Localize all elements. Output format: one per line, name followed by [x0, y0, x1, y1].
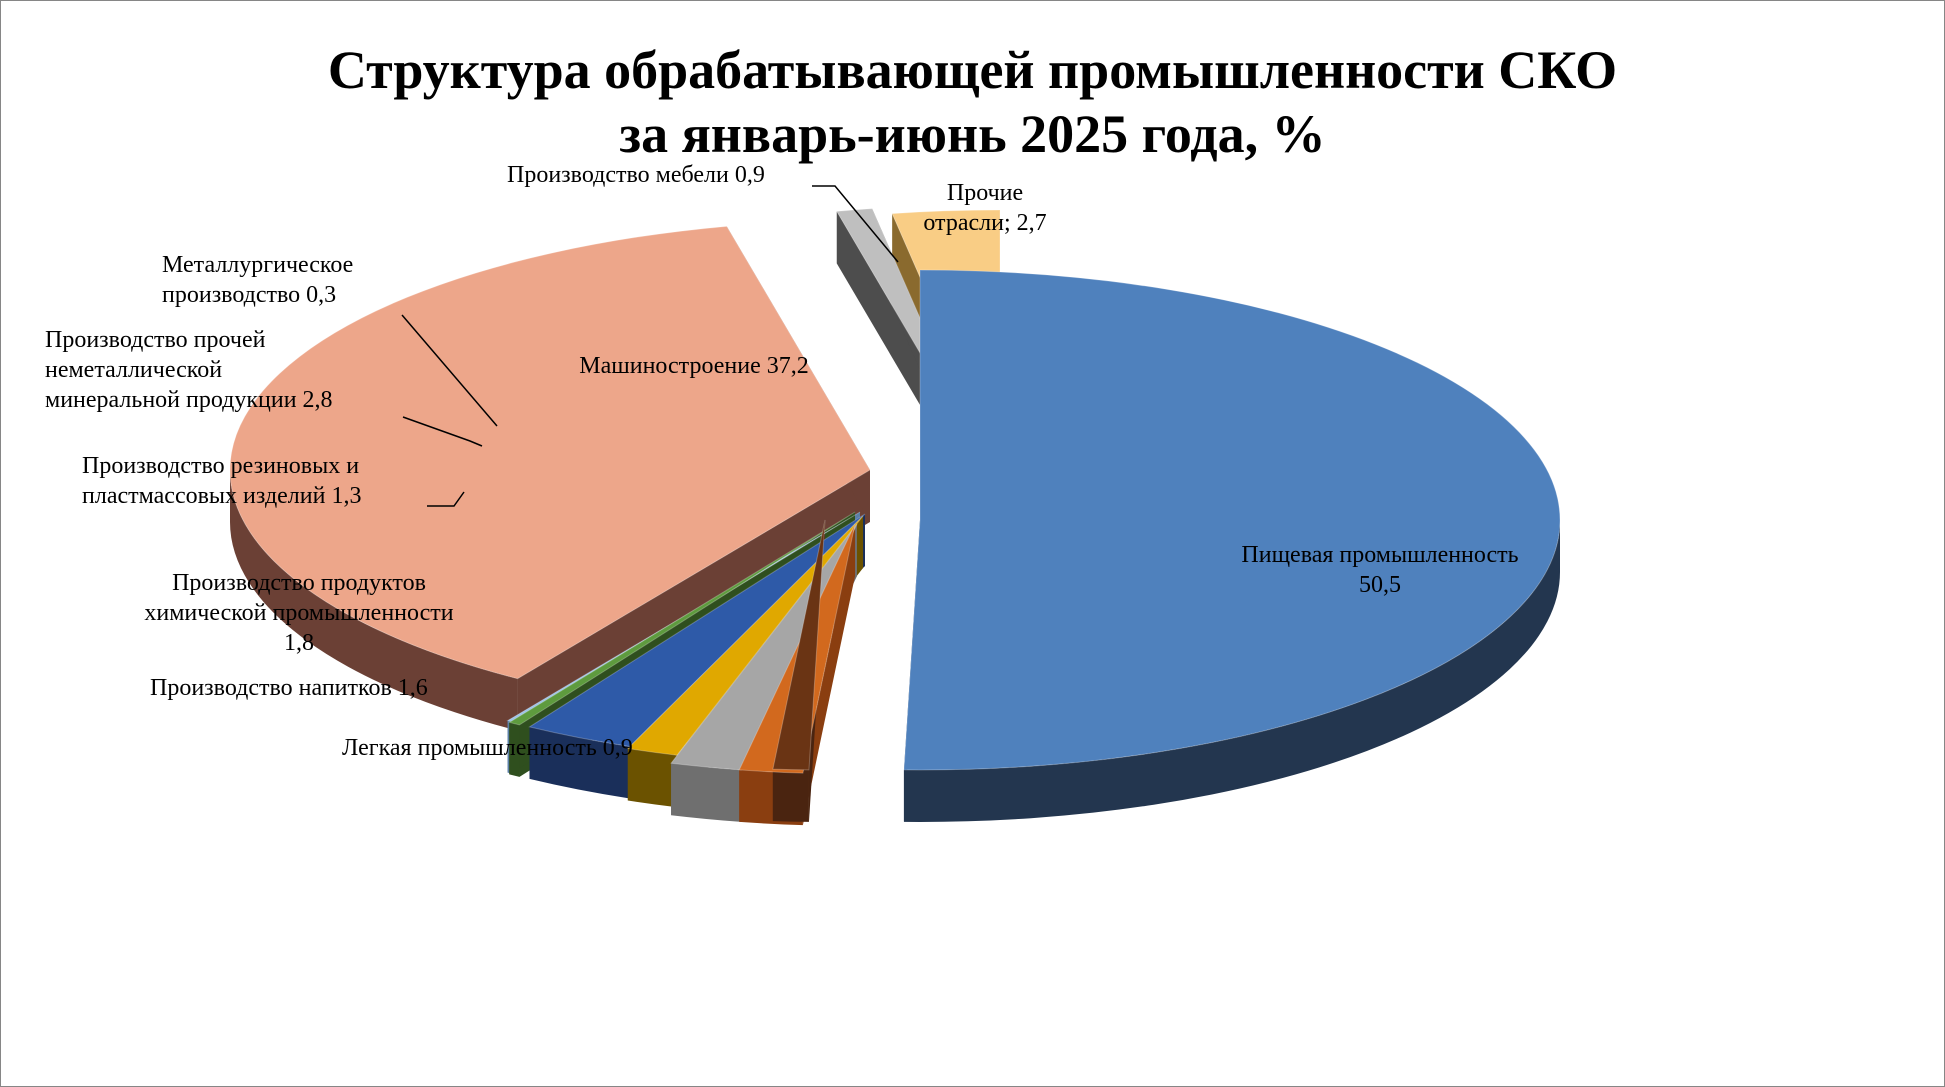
pie-slice: [738, 523, 856, 774]
slice-side: [509, 722, 520, 777]
slice-label-line: Производство продуктов: [172, 570, 426, 596]
leader-line: [401, 314, 498, 427]
slice-label: Производство резиновых и пластмассовых из…: [82, 453, 361, 509]
leader-line: [812, 185, 899, 263]
chart-title: Структура обрабатывающей промышленности …: [327, 40, 1618, 100]
slice-label-line: пластмассовых изделий 1,3: [82, 483, 361, 509]
slice-label-line: Машиностроение 37,2: [579, 353, 808, 379]
slice-label-line: производство 0,3: [162, 282, 336, 308]
pie-slice: [772, 519, 826, 771]
slice-label: Производство продуктов химической промышл…: [144, 570, 453, 656]
leader-line: [427, 491, 465, 507]
slice-side: [903, 520, 1560, 822]
leader-lines: [401, 185, 899, 507]
slice-label-line: Прочие: [947, 180, 1023, 206]
slice-label-line: неметаллической: [45, 357, 222, 383]
slice-label: Прочие отрасли; 2,7: [923, 180, 1046, 236]
slice-label-line: Производство прочей: [45, 327, 266, 353]
slice-label-line: 1,8: [284, 630, 314, 656]
slice-label-line: химической промышленности: [144, 600, 453, 626]
slice-side: [230, 470, 518, 731]
slice-side: [627, 748, 678, 808]
slice-label-line: Легкая промышленность 0,9: [342, 735, 633, 761]
slice-label: Машиностроение 37,2: [579, 353, 808, 379]
pie-slice: [528, 513, 866, 748]
slice-label-line: отрасли; 2,7: [923, 210, 1046, 236]
pie-tops: [229, 208, 1561, 774]
pie-slice: [626, 515, 864, 756]
slice-label: Производство прочей неметаллической минера…: [45, 327, 333, 413]
slice-side: [671, 763, 742, 822]
slice-label: Металлургическое производство 0,3: [162, 252, 353, 308]
slice-label-line: Пищевая промышленность: [1241, 542, 1518, 568]
slice-labels: Пищевая промышленность 50,5 Легкая промышл…: [45, 162, 1519, 761]
pie-slice: [903, 269, 1561, 771]
leader-line: [402, 416, 483, 447]
pie-slice: [229, 225, 871, 680]
slice-label: Легкая промышленность 0,9: [342, 735, 633, 761]
chart-title-block: Структура обрабатывающей промышленности …: [0, 38, 1945, 166]
slice-label-line: Производство напитков 1,6: [150, 675, 428, 701]
slice-side: [772, 769, 809, 822]
slice-side: [529, 726, 630, 799]
slice-label-line: Производство резиновых и: [82, 453, 359, 479]
slice-label-line: Производство мебели 0,9: [507, 162, 765, 188]
pie-slice: [508, 511, 856, 726]
slice-label: Производство напитков 1,6: [150, 675, 428, 701]
slice-label: Пищевая промышленность 50,5: [1241, 542, 1518, 598]
slice-label-line: 50,5: [1359, 572, 1401, 598]
slice-label: Производство мебели 0,9: [507, 162, 765, 188]
chart-subtitle: за январь-июнь 2025 года, %: [619, 104, 1326, 164]
slice-label-line: Металлургическое: [162, 252, 353, 278]
slice-label-line: минеральной продукции 2,8: [45, 387, 333, 413]
